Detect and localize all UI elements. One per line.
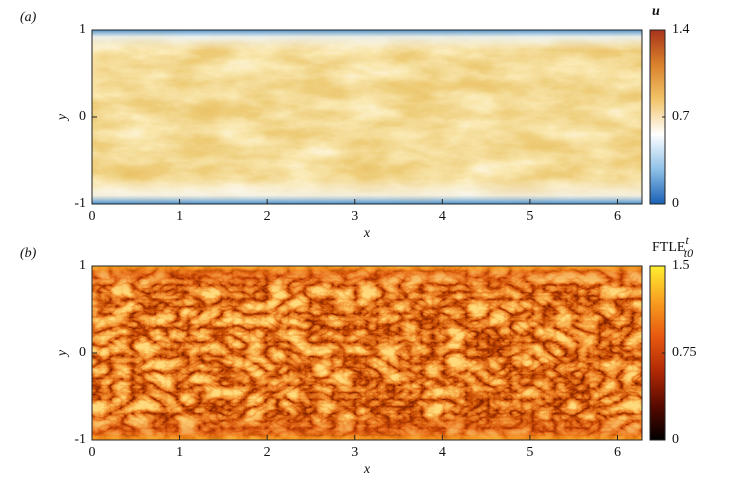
colorbar-label: u [652, 4, 660, 19]
y-axis-label: y [55, 113, 70, 122]
y-tick-label: 0 [79, 109, 86, 124]
x-tick-label: 0 [89, 209, 96, 224]
x-tick-label: 5 [526, 445, 533, 460]
x-tick-label: 1 [176, 209, 183, 224]
x-tick-label: 3 [351, 445, 358, 460]
colorbar-label-sub: t0 [684, 246, 693, 260]
y-tick-label: 0 [79, 345, 86, 360]
colorbar-tick-label: 0.75 [672, 345, 697, 360]
colorbar-tick-label: 0 [672, 196, 679, 211]
y-tick-label: 1 [79, 258, 86, 273]
y-tick-label: 1 [79, 22, 86, 37]
field-edge [92, 266, 642, 440]
colorbar-label-sup: t [685, 233, 689, 247]
y-tick-label: -1 [74, 432, 86, 447]
x-tick-label: 3 [351, 209, 358, 224]
x-tick-label: 6 [614, 445, 621, 460]
x-axis-label: x [363, 462, 371, 477]
colorbar-tick-label: 0 [672, 432, 679, 447]
x-tick-label: 2 [264, 445, 271, 460]
colorbar-title: u [652, 4, 660, 19]
x-tick-label: 0 [89, 445, 96, 460]
x-tick-label: 2 [264, 209, 271, 224]
field-edge [92, 30, 642, 204]
x-tick-label: 4 [439, 445, 446, 460]
panel-label: (a) [20, 10, 37, 25]
colorbar-tick-label: 1.5 [672, 258, 690, 273]
x-axis-label: x [363, 226, 371, 241]
colorbar-tick-label: 1.4 [672, 22, 690, 37]
y-tick-label: -1 [74, 196, 86, 211]
x-tick-label: 1 [176, 445, 183, 460]
panel-label: (b) [20, 246, 37, 261]
colorbar-label: FTLE [652, 240, 685, 255]
x-tick-label: 4 [439, 209, 446, 224]
colorbar-title: FTLEt t0 [652, 233, 693, 260]
x-tick-label: 5 [526, 209, 533, 224]
y-axis-label: y [55, 349, 70, 358]
colorbar-tick-label: 0.7 [672, 109, 690, 124]
x-tick-label: 6 [614, 209, 621, 224]
